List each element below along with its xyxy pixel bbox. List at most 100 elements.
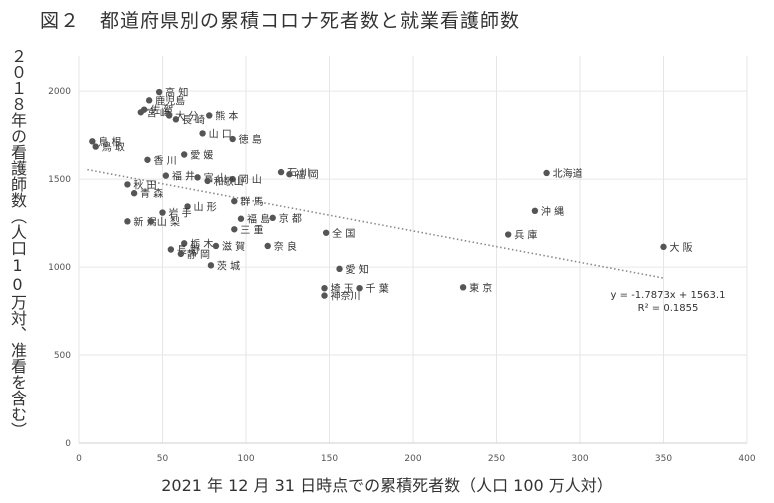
data-point: 千 葉 xyxy=(356,282,389,295)
data-point: 愛 媛 xyxy=(181,149,213,162)
point-marker xyxy=(147,218,155,225)
point-label: 北海道 xyxy=(553,167,583,180)
data-point: 青 森 xyxy=(130,187,163,200)
data-points: 高 知鹿児島佐 賀宮 崎大 分熊 本長 崎山 口徳 島鳥 根鳥 取愛 媛香 川石… xyxy=(89,86,693,303)
data-point: 神奈川 xyxy=(321,290,360,303)
point-label: 栃 木 xyxy=(190,237,213,250)
data-point: 秋 田 xyxy=(124,178,157,191)
data-point: 高 知 xyxy=(155,86,188,99)
point-label: 福 岡 xyxy=(295,168,318,181)
point-label: 京 都 xyxy=(279,212,302,225)
point-marker xyxy=(321,292,328,299)
point-label: 兵 庫 xyxy=(514,229,537,242)
data-point: 北海道 xyxy=(543,167,583,180)
data-point: 鳥 取 xyxy=(92,141,125,154)
data-point: 岡 山 xyxy=(229,174,262,186)
data-point: 埼 玉 xyxy=(321,282,354,295)
point-marker xyxy=(206,112,213,119)
point-marker xyxy=(155,88,163,96)
point-marker xyxy=(229,135,236,143)
point-label: 沖 縄 xyxy=(541,205,564,218)
point-label: 三 重 xyxy=(240,223,263,236)
point-marker xyxy=(204,177,211,185)
data-point: 山 口 xyxy=(199,128,232,140)
point-label: 熊 本 xyxy=(215,109,238,122)
point-marker xyxy=(124,218,131,225)
point-label: 鳥 取 xyxy=(102,141,125,154)
data-point: 宮 崎 xyxy=(137,106,170,119)
point-label: 茨 城 xyxy=(217,259,240,272)
data-point: 群 馬 xyxy=(231,195,263,208)
point-marker xyxy=(229,175,236,183)
data-point: 栃 木 xyxy=(181,237,213,250)
trendline xyxy=(87,168,664,279)
point-label: 山 梨 xyxy=(157,215,180,228)
point-marker xyxy=(199,130,206,137)
x-tick-label: 100 xyxy=(237,454,254,464)
point-label: 愛 媛 xyxy=(190,149,213,162)
point-marker xyxy=(322,229,330,236)
point-marker xyxy=(660,243,667,251)
data-point: 京 都 xyxy=(269,212,302,225)
point-marker xyxy=(277,168,285,176)
point-label: 和歌山 xyxy=(214,175,244,188)
point-label: 秋 田 xyxy=(133,178,156,191)
y-tick-label: 1000 xyxy=(48,263,71,273)
x-tick-label: 0 xyxy=(76,454,82,464)
data-point: 熊 本 xyxy=(206,109,238,122)
data-point: 滋 賀 xyxy=(212,240,245,253)
point-label: 徳 島 xyxy=(239,133,262,146)
data-point: 徳 島 xyxy=(229,133,262,146)
point-marker xyxy=(181,240,188,247)
point-label: 岩 手 xyxy=(169,207,192,220)
point-marker xyxy=(137,109,144,116)
point-marker xyxy=(207,262,215,269)
point-marker xyxy=(264,242,271,250)
point-label: 全 国 xyxy=(332,227,355,240)
data-point: 福 岡 xyxy=(286,168,319,181)
data-point: 鳥 根 xyxy=(89,135,122,148)
y-tick-label: 500 xyxy=(54,351,71,361)
trendline-path xyxy=(87,168,664,279)
x-tick-label: 300 xyxy=(571,454,588,464)
x-tick-label: 400 xyxy=(738,454,755,464)
point-marker xyxy=(124,181,131,188)
point-label: 神奈川 xyxy=(330,290,360,303)
point-marker xyxy=(269,214,276,222)
data-point: 岩 手 xyxy=(159,207,192,220)
point-label: 福 井 xyxy=(172,170,195,183)
data-point: 静 岡 xyxy=(177,248,210,261)
point-marker xyxy=(159,209,166,216)
point-label: 鳥 根 xyxy=(98,135,121,148)
point-marker xyxy=(336,265,343,273)
gridlines xyxy=(78,56,748,444)
x-tick-label: 350 xyxy=(655,454,672,464)
data-point: 東 京 xyxy=(459,281,492,294)
data-point: 福 島 xyxy=(237,213,270,226)
point-marker xyxy=(356,285,363,292)
data-point: 三 重 xyxy=(231,223,263,236)
point-marker xyxy=(531,207,539,214)
y-tick-label: 0 xyxy=(65,439,71,449)
point-marker xyxy=(89,138,96,145)
trend-annotation: y = -1.7873x + 1563.1 R² = 0.1855 xyxy=(611,290,726,314)
data-point: 全 国 xyxy=(322,227,355,240)
point-marker xyxy=(194,174,201,181)
point-marker xyxy=(167,246,175,253)
point-label: 高 知 xyxy=(165,86,188,99)
x-tick-label: 250 xyxy=(488,454,505,464)
point-marker xyxy=(172,116,180,123)
point-label: 鹿児島 xyxy=(155,94,185,107)
point-label: 青 森 xyxy=(140,187,163,200)
trend-equation: y = -1.7873x + 1563.1 xyxy=(611,290,726,301)
point-marker xyxy=(321,285,328,292)
trend-r2: R² = 0.1855 xyxy=(638,303,699,314)
point-marker xyxy=(286,171,293,178)
point-label: 岡 山 xyxy=(239,174,262,186)
point-marker xyxy=(165,112,173,119)
point-marker xyxy=(130,190,138,197)
point-label: 愛 知 xyxy=(346,263,369,276)
data-point: 山 形 xyxy=(184,201,217,213)
point-label: 石 川 xyxy=(287,168,310,179)
